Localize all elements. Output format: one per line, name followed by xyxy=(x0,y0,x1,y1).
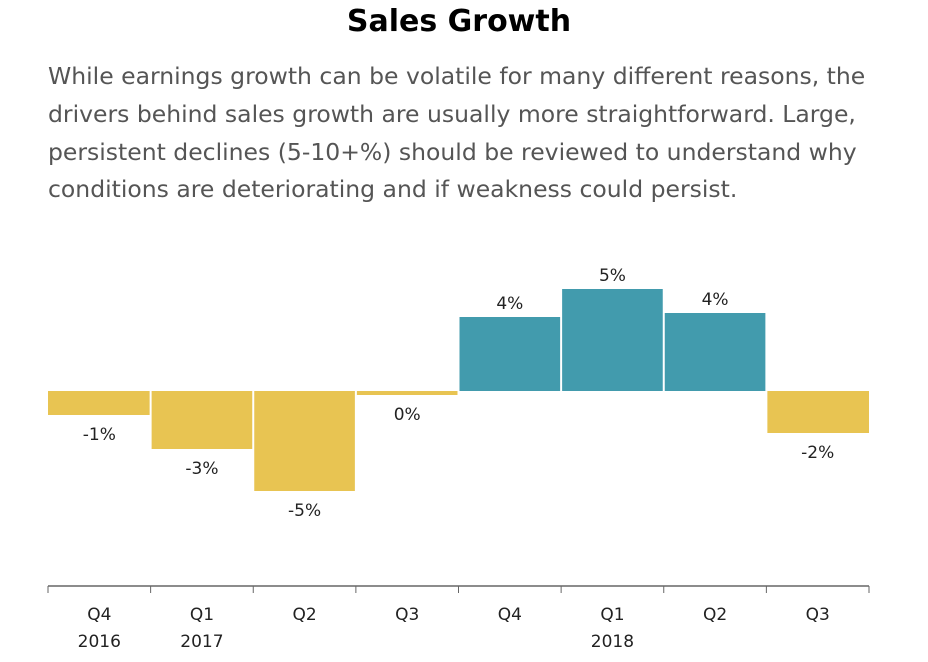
data-labels-layer: -1% -3% -5% 0% 4% 5% 4% -2% xyxy=(83,266,834,521)
x-tick-label-quarter: Q1 xyxy=(600,605,624,625)
bars-layer xyxy=(48,289,869,491)
x-tick-label-year: 2018 xyxy=(591,632,634,652)
x-tick-label-quarter: Q4 xyxy=(87,605,111,625)
x-tick-label-quarter: Q2 xyxy=(703,605,727,625)
bar-q4-2017 xyxy=(459,317,561,391)
chart-description: While earnings growth can be volatile fo… xyxy=(48,62,866,204)
data-label-q4-2016: -1% xyxy=(83,425,116,445)
x-axis-ticks: Q4 2016 Q1 2017 Q2 Q3 Q4 Q1 2018 Q2 Q3 xyxy=(47,586,870,652)
bar-q3-2018 xyxy=(767,391,869,433)
x-tick-label-quarter: Q2 xyxy=(292,605,316,625)
bar-q1-2017 xyxy=(151,391,253,449)
x-tick-label-quarter: Q3 xyxy=(806,605,830,625)
x-tick-label-year: 2016 xyxy=(78,632,121,652)
x-tick-label-quarter: Q4 xyxy=(498,605,522,625)
data-label-q2-2017: -5% xyxy=(288,501,321,521)
data-label-q1-2018: 5% xyxy=(599,266,626,286)
data-label-q3-2018: -2% xyxy=(801,443,834,463)
bar-q3-2017 xyxy=(356,391,458,395)
bar-q1-2018 xyxy=(562,289,663,391)
x-tick-label-quarter: Q1 xyxy=(190,605,214,625)
bar-q2-2017 xyxy=(254,391,355,491)
x-tick-label-year: 2017 xyxy=(180,632,223,652)
bar-q4-2016 xyxy=(48,391,150,415)
data-label-q3-2017: 0% xyxy=(394,405,421,425)
data-label-q2-2018: 4% xyxy=(702,290,729,310)
bar-q2-2018 xyxy=(664,313,766,391)
x-tick-label-quarter: Q3 xyxy=(395,605,419,625)
chart-title: Sales Growth xyxy=(346,4,572,39)
data-label-q1-2017: -3% xyxy=(185,459,218,479)
data-label-q4-2017: 4% xyxy=(496,294,523,314)
